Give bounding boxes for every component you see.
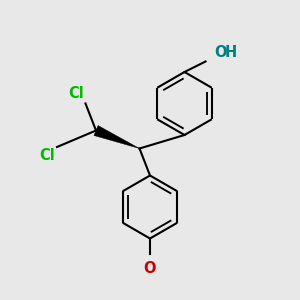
Text: Cl: Cl [68,86,84,101]
Text: O: O [144,261,156,276]
Text: O: O [214,45,227,60]
Text: H: H [224,45,237,60]
Text: Cl: Cl [40,148,56,164]
Polygon shape [94,125,140,148]
